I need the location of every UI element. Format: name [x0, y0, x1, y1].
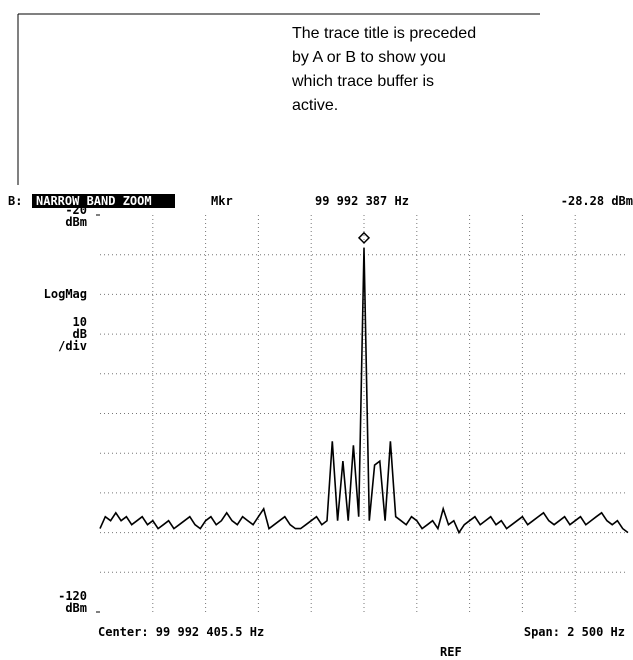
- span: Span: 2 500 Hz: [524, 625, 625, 639]
- plot: -20 -120: [58, 203, 629, 613]
- format-label: LogMag: [44, 287, 87, 301]
- y-tick-label: -120: [58, 589, 87, 603]
- marker-diamond: [357, 231, 371, 244]
- unit-label: dBm: [65, 215, 87, 229]
- center-frequency: Center: 99 992 405.5 Hz: [98, 625, 264, 639]
- marker-label: Mkr: [211, 194, 233, 208]
- marker-level: -28.28 dBm: [561, 194, 633, 208]
- trace-title: NARROW BAND ZOOM: [36, 194, 152, 208]
- callout-line: which trace buffer is: [291, 73, 434, 90]
- scale-label: 10: [73, 315, 87, 329]
- title-highlight: [32, 194, 175, 208]
- marker-frequency: 99 992 387 Hz: [315, 194, 409, 208]
- buffer-letter: B:: [8, 194, 22, 208]
- callout-line: The trace title is preceded: [292, 25, 476, 42]
- y-tick-label: -20: [65, 203, 87, 217]
- callout-line: by A or B to show you: [292, 49, 446, 66]
- scale-label: dB: [73, 327, 87, 341]
- trace: [99, 247, 629, 535]
- callout-line: active.: [292, 97, 338, 114]
- ref-label: REF: [440, 645, 462, 659]
- scale-label: /div: [58, 339, 87, 353]
- unit-label: dBm: [65, 601, 87, 615]
